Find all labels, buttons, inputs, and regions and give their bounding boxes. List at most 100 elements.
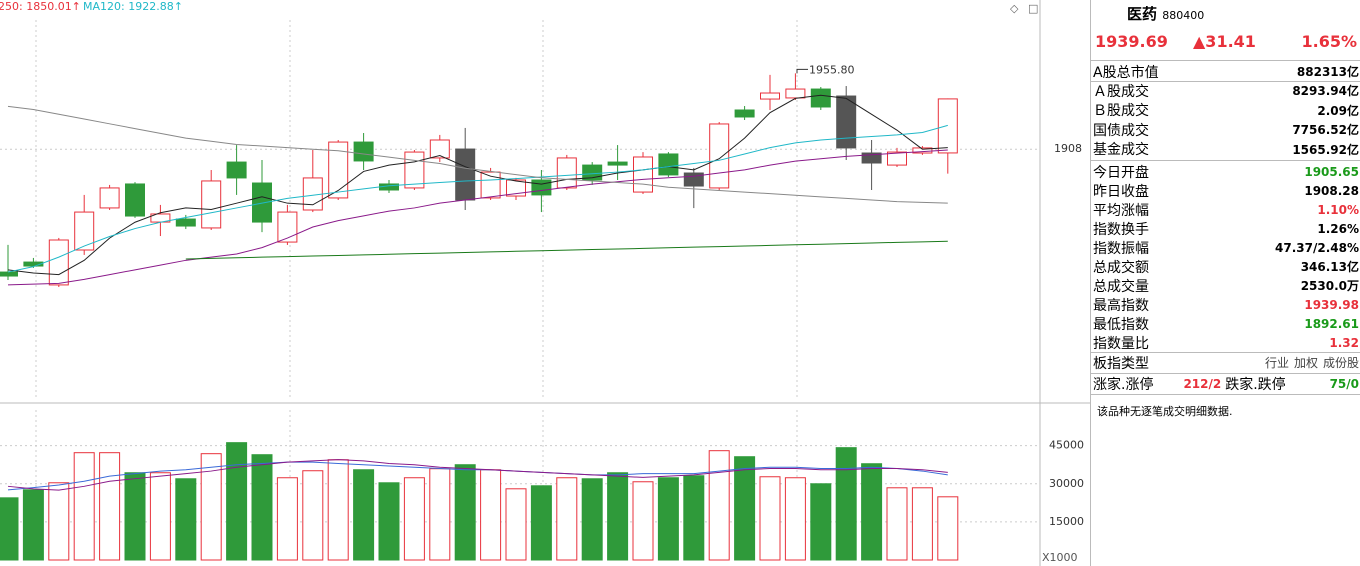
volume-bar [734, 456, 756, 561]
candle-body [633, 156, 653, 193]
volume-bar [759, 476, 781, 561]
stat-row: 指数换手 1.26% [1093, 219, 1359, 238]
stat-label: 最低指数 [1093, 316, 1149, 333]
index-name: 医药 880400 [1127, 5, 1205, 23]
volume-bar [378, 482, 400, 561]
stat-row: 昨日收盘 1908.28 [1093, 181, 1359, 200]
type-option[interactable]: 行业 [1264, 356, 1289, 370]
y-tick-label: 1908 [1054, 142, 1082, 155]
candle-body [658, 153, 679, 176]
ma-line [7, 124, 948, 273]
index-code: 880400 [1162, 9, 1205, 22]
stat-label: 平均涨幅 [1093, 202, 1149, 219]
volume-bar [556, 477, 578, 561]
volume-bar [607, 472, 629, 561]
candle-body [125, 183, 145, 217]
volume-bar [0, 497, 19, 561]
volume-bar [810, 483, 832, 561]
ma-line [7, 149, 948, 286]
volume-bar [200, 453, 222, 561]
stat-value: 1892.61 [1304, 316, 1359, 331]
stat-row: 最低指数 1892.61 [1093, 314, 1359, 333]
y-tick-label: 15000 [1049, 515, 1084, 528]
volume-bar [861, 463, 883, 561]
volume-ma-line [7, 461, 948, 491]
volume-bar [73, 452, 95, 561]
icon[interactable]: ◇ [1010, 2, 1019, 15]
stat-label: 总成交额 [1093, 259, 1149, 276]
candle-body [277, 211, 298, 243]
stat-row: 基金成交 1565.92亿 [1093, 140, 1359, 159]
volume-bar [124, 472, 146, 561]
stat-row: 指数振幅 47.37/2.48% [1093, 238, 1359, 257]
stat-label: Ｂ股成交 [1093, 103, 1149, 120]
candle-body [23, 261, 44, 267]
candle-body [506, 179, 526, 197]
up-label: 涨家.涨停 [1093, 376, 1154, 393]
candle-body [252, 182, 272, 223]
volume-bar [302, 470, 324, 561]
candle-body [48, 239, 69, 286]
stat-value: 1939.98 [1304, 297, 1359, 312]
candle-body [455, 148, 476, 201]
stat-value: 1.32 [1329, 335, 1359, 350]
candle-body [0, 271, 18, 277]
candle-body [861, 152, 882, 164]
volume-bar [149, 472, 171, 561]
stat-value: 1565.92亿 [1292, 142, 1359, 157]
stat-row: 平均涨幅 1.10% [1093, 200, 1359, 219]
stat-value: 882313亿 [1296, 65, 1359, 79]
volume-bar [22, 489, 44, 561]
stat-row: 国债成交 7756.52亿 [1093, 120, 1359, 139]
stat-value: 1905.65 [1304, 164, 1359, 179]
candle-body [328, 141, 349, 199]
annotation: 1955.80 [809, 63, 855, 76]
candle-body [175, 218, 196, 227]
chart: ◇ □ 250: 1850.01↑ MA120: 1922.88↑ 1908 15… [0, 0, 1090, 566]
volume-bar [99, 452, 121, 561]
stat-label: Ａ股成交 [1093, 83, 1149, 100]
candle-body [74, 211, 95, 251]
unit-label: X1000 [1042, 551, 1078, 564]
stat-row: Ａ股成交 8293.94亿 [1093, 81, 1359, 100]
volume-bar [581, 478, 603, 561]
volume-bar [937, 496, 959, 561]
candle-body [887, 151, 907, 166]
pct: 1.65% [1301, 32, 1357, 51]
volume-bar [886, 487, 908, 561]
ma120-label: MA120: 1922.88↑ [83, 0, 183, 13]
y-tick-label: 30000 [1049, 477, 1084, 490]
stat-label: 基金成交 [1093, 142, 1149, 159]
stat-value: 2530.0万 [1300, 279, 1359, 293]
stat-row: 总成交量 2530.0万 [1093, 276, 1359, 295]
candle-body [607, 161, 628, 166]
ma-line [7, 94, 948, 276]
type-option[interactable]: 加权 [1293, 356, 1318, 370]
candle-body [582, 164, 603, 181]
volume-bar [175, 478, 197, 561]
candle-body [353, 141, 374, 162]
volume-bar [276, 477, 298, 561]
type-row: 板指类型 行业 加权 成份股 [1093, 353, 1359, 372]
stat-row: 总成交额 346.13亿 [1093, 257, 1359, 276]
stat-value: 1908.28 [1304, 183, 1359, 198]
breadth-row: 涨家.涨停 212/2 跌家.跌停 75/0 [1093, 374, 1359, 393]
candle-body [404, 151, 425, 189]
candle-body [785, 88, 806, 99]
volume-bar [632, 481, 654, 561]
quote-panel: 医药 880400 1939.69 ▲31.41 1.65% A股总市值 8823… [1090, 0, 1360, 566]
volume-bar [683, 475, 705, 561]
up-value: 212/2 [1183, 376, 1222, 391]
candle-body [709, 123, 730, 189]
stat-label: 总成交量 [1093, 278, 1149, 295]
type-option[interactable]: 成份股 [1322, 356, 1359, 370]
stat-value: 7756.52亿 [1292, 123, 1359, 138]
volume-bar [327, 459, 349, 561]
icon[interactable]: □ [1028, 2, 1038, 15]
stat-label: 指数换手 [1093, 221, 1149, 238]
volume-bar [784, 477, 806, 561]
stat-label: A股总市值 [1093, 64, 1159, 81]
stat-value: 1.10% [1317, 202, 1359, 217]
candle-body [556, 157, 577, 189]
